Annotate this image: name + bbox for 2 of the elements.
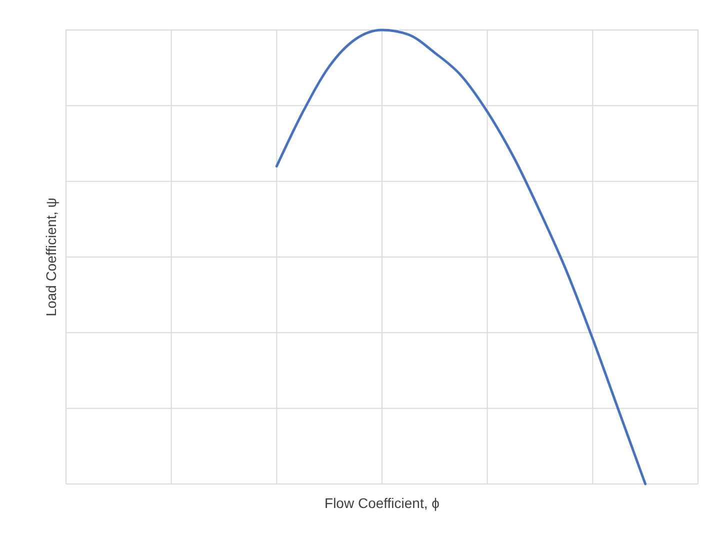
y-axis-title: Load Coefficient, ψ: [43, 198, 59, 316]
x-axis-title: Flow Coefficient, ϕ: [324, 495, 440, 511]
